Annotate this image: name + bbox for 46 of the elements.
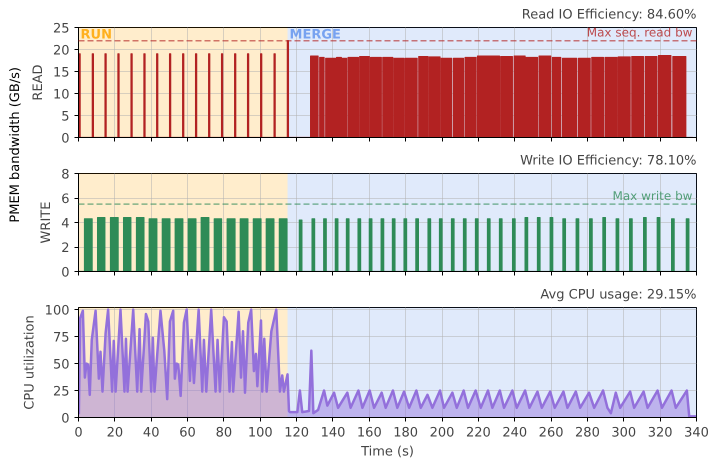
chart-title: Avg CPU usage: 29.15% <box>540 288 697 302</box>
x-tick-label: 120 <box>284 426 310 440</box>
x-tick-label: 140 <box>320 426 346 440</box>
x-tick-label: 240 <box>502 426 528 440</box>
text: PMEM bandwidth (GB/s) <box>6 67 24 223</box>
x-tick-label: 180 <box>393 426 418 440</box>
x-tick-label: 60 <box>179 426 196 440</box>
y-tick-label: 5 <box>61 110 70 124</box>
y-tick-label: 8 <box>61 168 70 182</box>
x-tick-label: 100 <box>248 426 273 440</box>
chart-title: Write IO Efficiency: 78.10% <box>520 154 697 168</box>
y-tick-label: 0 <box>61 266 70 280</box>
y-axis-title: WRITE <box>39 202 54 244</box>
y-tick-label: 100 <box>44 304 70 319</box>
y-axis-title: READ <box>30 64 46 101</box>
y-tick-label: 0 <box>61 132 70 146</box>
y-tick-label: 6 <box>61 192 70 207</box>
y-tick-label: 25 <box>52 22 70 36</box>
y-tick-label: 0 <box>61 412 70 426</box>
band-label: RUN <box>80 28 112 42</box>
x-tick-label: 40 <box>142 426 160 440</box>
x-tick-label: 20 <box>106 426 124 440</box>
band-label: MERGE <box>290 28 341 42</box>
x-tick-label: 340 <box>684 426 709 440</box>
y-tick-label: 4 <box>61 216 70 232</box>
y-tick-label: 75 <box>52 330 70 346</box>
y-tick-label: 15 <box>52 66 70 80</box>
x-tick-label: 320 <box>648 426 673 440</box>
x-tick-label: 160 <box>356 426 382 440</box>
x-axis-title: Time (s) <box>360 444 414 460</box>
y-tick-label: 10 <box>52 88 70 102</box>
ref-line-label: Max seq. read bw <box>586 26 693 40</box>
ref-line-label: Max write bw <box>612 189 693 204</box>
x-tick-label: 260 <box>538 426 564 440</box>
x-tick-label: 220 <box>466 426 491 440</box>
y-tick-label: 2 <box>61 241 70 256</box>
y-tick-label: 20 <box>52 44 70 58</box>
y-tick-label: 25 <box>52 384 70 400</box>
x-tick-label: 200 <box>430 426 454 440</box>
x-tick-label: 80 <box>216 426 232 440</box>
x-tick-label: 300 <box>611 426 636 440</box>
x-tick-label: 0 <box>74 426 83 440</box>
y-axis-title: CPU utilization <box>22 315 38 410</box>
y-tick-label: 50 <box>52 358 70 373</box>
chart-title: Read IO Efficiency: 84.60% <box>522 8 697 22</box>
x-tick-label: 280 <box>575 426 600 440</box>
